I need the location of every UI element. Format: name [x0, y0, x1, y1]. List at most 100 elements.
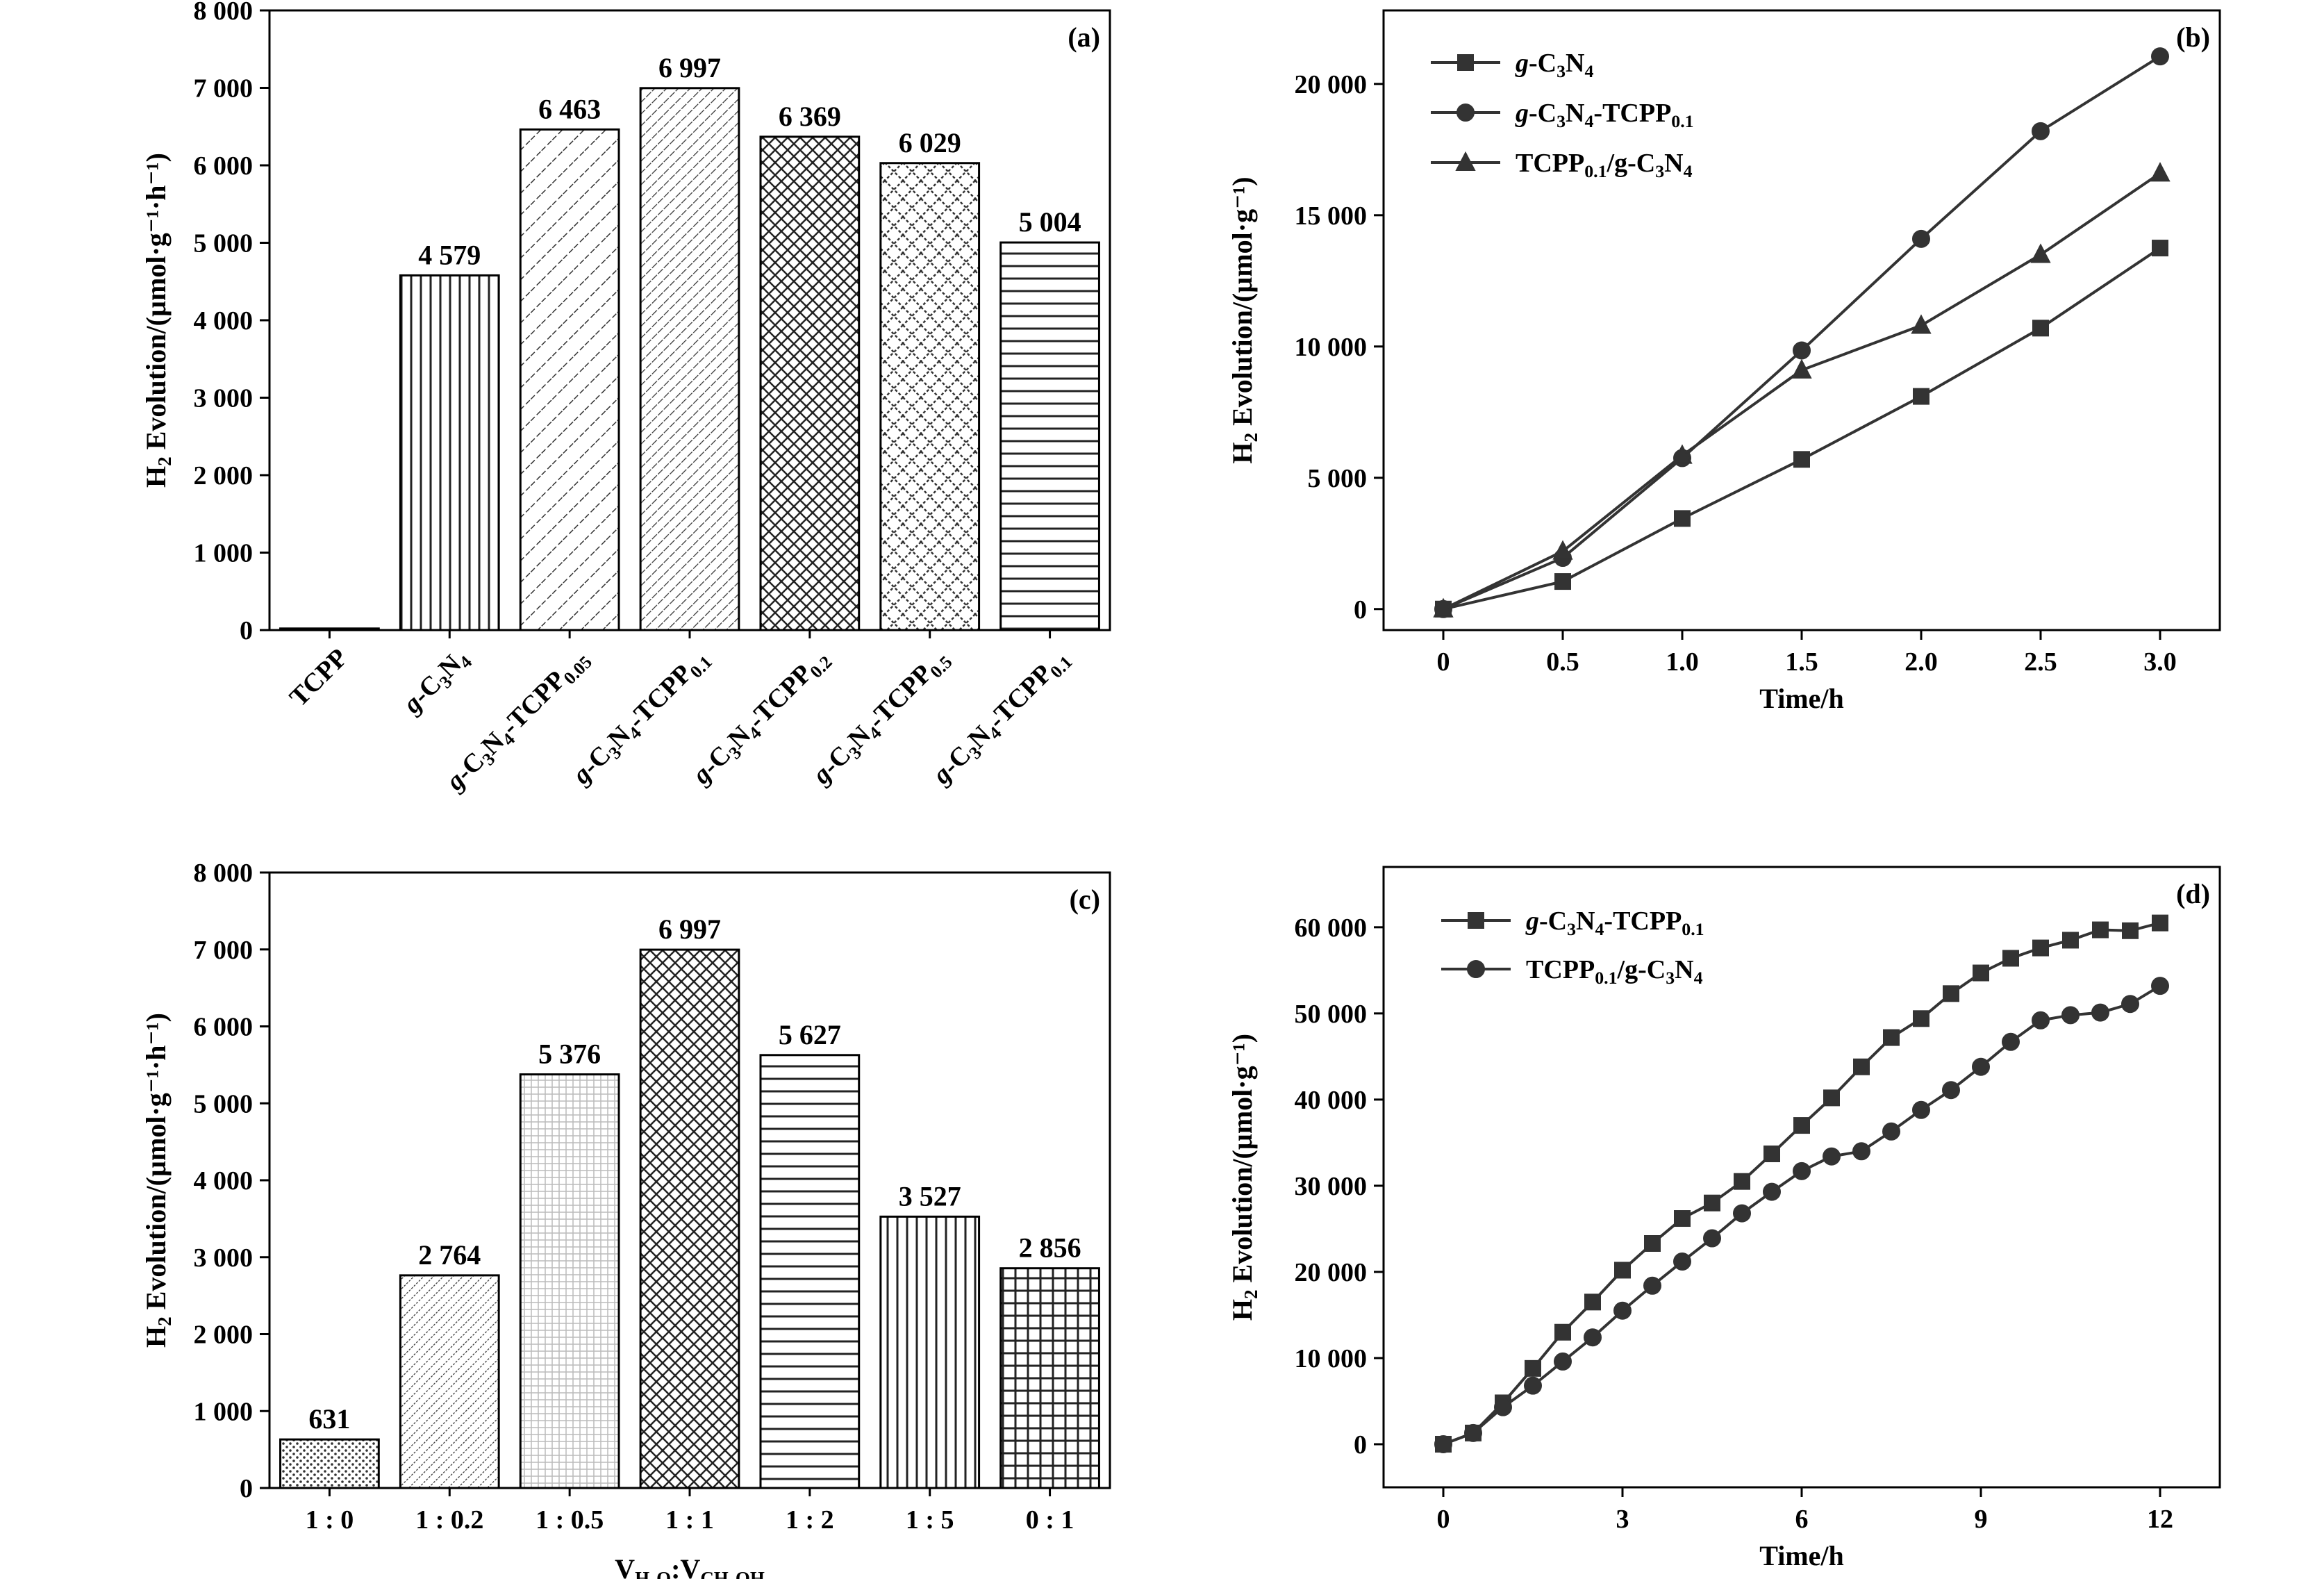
x-tick-label: 1 : 0.2: [415, 1505, 483, 1535]
series-1-point: [2032, 1011, 2050, 1030]
series-0-point: [1614, 1262, 1631, 1279]
series-0-point: [1913, 1010, 1929, 1027]
y-tick-label: 6 000: [194, 151, 254, 181]
x-tick-label: 12: [2147, 1505, 2173, 1534]
y-tick-label: 1 000: [194, 539, 254, 568]
series-1-point: [1434, 1435, 1452, 1453]
series-2-point: [1433, 597, 1454, 618]
y-tick-label: 20 000: [1295, 70, 1368, 99]
y-tick-label: 40 000: [1295, 1086, 1368, 1115]
x-tick-label: 3.0: [2143, 647, 2177, 677]
series-0-point: [1584, 1293, 1601, 1311]
y-tick-label: 1 000: [194, 1397, 254, 1426]
series-0-point: [1913, 388, 1929, 405]
series-0-point: [2002, 950, 2019, 967]
series-1-point: [1643, 1276, 1661, 1295]
series-1-point: [1912, 229, 1930, 248]
y-tick-label: 3 000: [194, 1243, 254, 1273]
series-1-point: [1524, 1376, 1542, 1395]
series-1-point: [1584, 1328, 1602, 1347]
y-tick-label: 0: [1354, 1430, 1367, 1460]
bar-c-0: [279, 1438, 380, 1489]
series-1-point: [1793, 341, 1811, 360]
series-1-point: [1703, 1229, 1721, 1248]
y-tick-label: 10 000: [1295, 1344, 1368, 1373]
y-tick-label: 10 000: [1295, 333, 1368, 362]
x-tick-label: 6: [1795, 1505, 1809, 1534]
bar-c-3: [639, 948, 740, 1489]
series-line-1: [1443, 55, 2161, 611]
series-1-point: [2151, 977, 2169, 995]
bar-a-6: [999, 241, 1100, 631]
series-0-point: [1734, 1173, 1750, 1190]
series-line-0: [1443, 247, 2161, 611]
bar-a-1: [399, 274, 500, 631]
series-0-point: [2152, 914, 2168, 932]
x-axis-label: VH2O:VCH3OH: [615, 1553, 765, 1579]
series-1-point: [1733, 1204, 1751, 1223]
series-2-point: [1552, 540, 1573, 560]
series-0-point: [1554, 573, 1571, 590]
bar-value-label: 5 627: [779, 1019, 841, 1050]
x-tick-label: 1 : 2: [786, 1505, 834, 1535]
series-2-point: [1911, 314, 1932, 334]
series-0-point: [1823, 1089, 1840, 1107]
y-tick-label: 50 000: [1295, 1000, 1368, 1029]
x-tick-label: 2.0: [1904, 647, 1938, 677]
legend-marker: [1467, 960, 1485, 978]
series-1-point: [2121, 995, 2139, 1014]
y-tick-label: 4 000: [194, 1166, 254, 1196]
bar-c-6: [999, 1267, 1100, 1489]
bar-value-label: 5 376: [538, 1039, 601, 1070]
bar-value-label: 6 369: [779, 101, 841, 132]
series-0-point: [1525, 1359, 1541, 1377]
bar-value-label: 5 004: [1019, 206, 1081, 238]
series-0-point: [1644, 1235, 1661, 1253]
bar-a-3: [639, 87, 740, 631]
legend-marker: [1455, 151, 1476, 171]
y-tick-label: 5 000: [194, 1089, 254, 1118]
y-axis-label: H2 Evolution/(µmol·g⁻¹·h⁻¹): [140, 1013, 175, 1348]
series-0-point: [1973, 964, 1989, 982]
x-tick-label: 2.5: [2024, 647, 2057, 677]
panel-label: (d): [2176, 878, 2210, 909]
bar-c-4: [759, 1054, 861, 1489]
bar-value-label: 631: [308, 1403, 350, 1435]
series-1-point: [1942, 1081, 1960, 1100]
bar-value-label: 3 527: [899, 1180, 961, 1212]
x-tick-label: 0 : 1: [1026, 1505, 1074, 1535]
series-1-point: [1882, 1122, 1900, 1141]
y-tick-label: 20 000: [1295, 1258, 1368, 1287]
x-axis-label: Time/h: [1759, 683, 1844, 714]
y-tick-label: 8 000: [194, 859, 254, 888]
x-tick-label: g-C3N4: [397, 643, 476, 722]
chart-panel-d: 0 10 000 20 000 30 000 40 000 50 000 60 000 0 3 6…: [1227, 866, 2221, 1571]
series-0-point: [1763, 1146, 1780, 1163]
y-tick-label: 0: [1354, 595, 1367, 625]
legend-entry: g-C3N4: [1515, 49, 1593, 81]
series-1-point: [1464, 1423, 1482, 1442]
y-axis-label: H2 Evolution/(µmol·g⁻¹·h⁻¹): [140, 153, 175, 488]
series-line-1: [1443, 984, 2161, 1446]
series-1-point: [2061, 1006, 2080, 1025]
bar-value-label: 6 463: [538, 93, 601, 124]
series-1-point: [1494, 1398, 1512, 1416]
x-tick-label: TCPP: [284, 643, 354, 713]
legend-entry: g-C3N4-TCPP0.1: [1525, 907, 1704, 939]
series-2-point: [1672, 444, 1693, 464]
series-0-point: [2092, 921, 2109, 939]
series-1-point: [1972, 1057, 1990, 1076]
series-0-point: [2032, 320, 2049, 337]
bar-value-label: 6 029: [899, 127, 961, 158]
y-tick-label: 60 000: [1295, 913, 1368, 943]
legend-marker: [1456, 104, 1475, 122]
bar-a-5: [879, 162, 981, 631]
series-line-2: [1443, 172, 2161, 611]
x-tick-label: 1.0: [1666, 647, 1699, 677]
y-tick-label: 0: [240, 616, 253, 645]
y-tick-label: 0: [240, 1474, 253, 1503]
series-1-point: [1823, 1147, 1841, 1166]
bar-a-4: [759, 135, 861, 631]
